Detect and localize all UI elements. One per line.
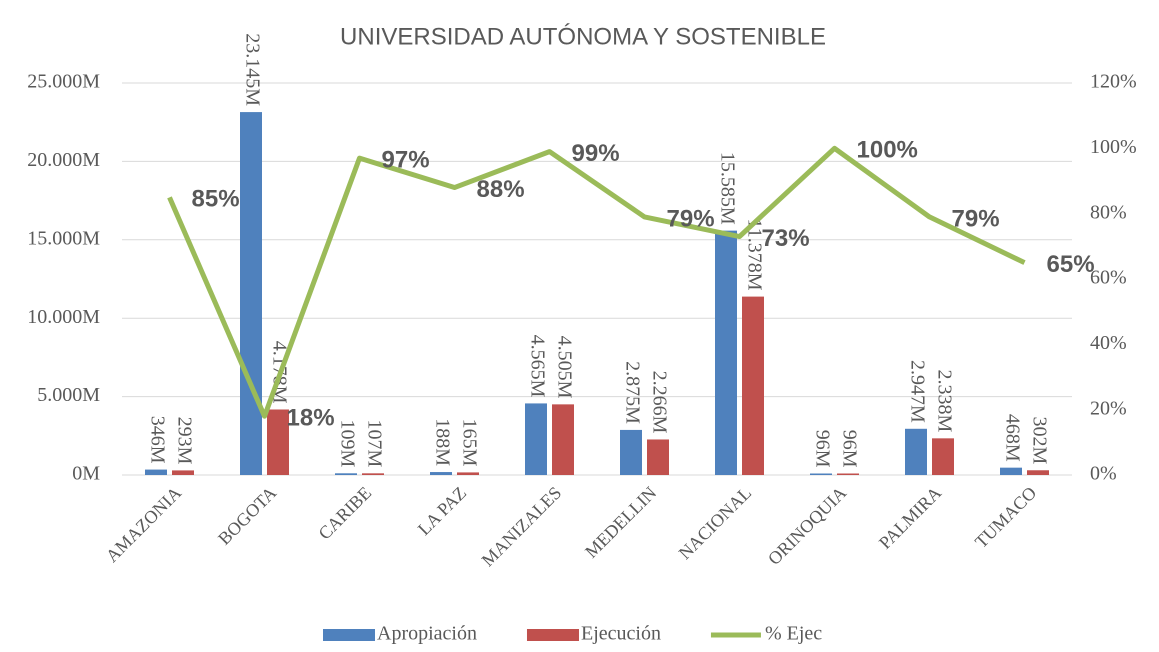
bar-value-label: 302M (1028, 416, 1050, 464)
bar-value-label: 15.585M (716, 152, 738, 225)
bar (267, 409, 289, 475)
y-tick-label: 0M (72, 463, 100, 485)
bar (620, 429, 642, 475)
line-series (167, 145, 1026, 419)
legend-label: % Ejec (765, 623, 822, 645)
bar-value-label: 107M (363, 420, 385, 468)
y2-tick-label: 60% (1090, 267, 1127, 289)
legend-label: Apropiación (377, 623, 477, 645)
legend-label: Ejecución (581, 623, 661, 645)
bar-value-label: 346M (146, 416, 168, 464)
bar (932, 438, 954, 475)
line-value-label: 97% (382, 146, 430, 173)
line-value-label: 100% (857, 137, 918, 164)
bar-value-label: 2.266M (648, 371, 670, 434)
bar (335, 473, 357, 475)
line-value-label: 85% (192, 186, 240, 213)
line-value-label: 99% (572, 140, 620, 167)
bar-value-label: 23.145M (241, 33, 263, 106)
bar (362, 473, 384, 475)
bar-value-label: 11.378M (743, 219, 765, 291)
y-tick-label: 20.000M (27, 149, 100, 171)
bar (837, 473, 859, 475)
bar (240, 112, 262, 476)
y-tick-label: 5.000M (37, 384, 100, 406)
bar (742, 296, 764, 475)
legend-swatch (526, 629, 579, 641)
bar (715, 230, 737, 475)
bar-value-label: 96M (838, 430, 860, 468)
line-value-label: 73% (762, 225, 810, 252)
y2-tick-label: 80% (1090, 201, 1127, 223)
bar (145, 469, 167, 475)
y2-tick-label: 20% (1090, 397, 1127, 419)
bar (1027, 470, 1049, 475)
bar (647, 439, 669, 475)
y2-tick-label: 120% (1090, 71, 1137, 93)
bar (525, 403, 547, 475)
bar-value-label: 2.947M (906, 360, 928, 423)
bar-value-label: 188M (431, 418, 453, 466)
bar-value-label: 109M (336, 419, 358, 467)
bar-value-label: 468M (1001, 414, 1023, 462)
bar-value-label: 2.338M (933, 370, 955, 433)
line-value-label: 79% (952, 205, 1000, 232)
bar-value-label: 4.505M (553, 336, 575, 399)
bar-value-label: 293M (173, 417, 195, 465)
line-value-label: 88% (477, 176, 525, 203)
bar-value-label: 96M (811, 430, 833, 468)
bar (430, 472, 452, 475)
y2-tick-label: 40% (1090, 332, 1127, 354)
bar (905, 428, 927, 475)
y-tick-label: 10.000M (27, 306, 100, 328)
legend-swatch (323, 629, 375, 641)
bar (172, 470, 194, 475)
y-tick-label: 15.000M (27, 227, 100, 249)
bar (457, 472, 479, 475)
bar-value-label: 165M (458, 419, 480, 467)
line-value-label: 65% (1047, 251, 1095, 278)
bar-value-label: 4.565M (526, 335, 548, 398)
y-tick-label: 25.000M (27, 71, 100, 93)
line-value-label: 79% (667, 205, 715, 232)
bar-value-label: 2.875M (621, 361, 643, 424)
bar (810, 473, 832, 475)
y2-tick-label: 100% (1090, 136, 1137, 158)
bar (1000, 467, 1022, 475)
chart-title: UNIVERSIDAD AUTÓNOMA Y SOSTENIBLE (340, 23, 826, 50)
bar (552, 404, 574, 475)
y2-tick-label: 0% (1090, 463, 1117, 485)
line-value-label: 18% (287, 405, 335, 432)
